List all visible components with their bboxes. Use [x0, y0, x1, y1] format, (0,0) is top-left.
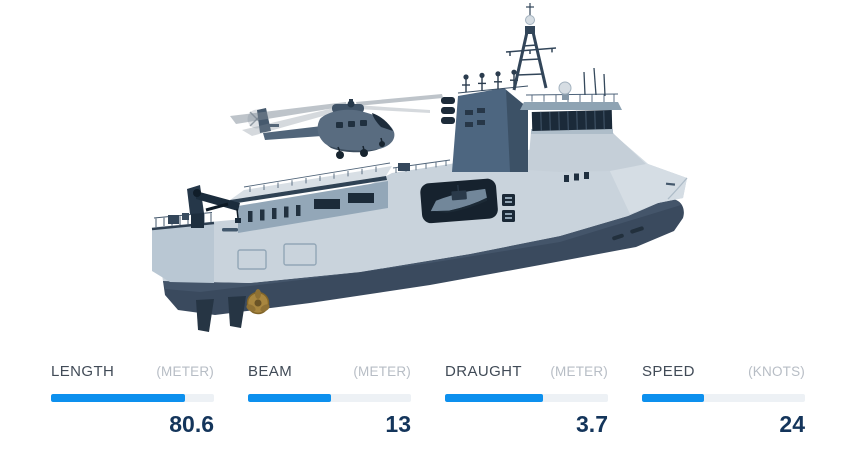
- ship-boat-bay: [420, 178, 515, 224]
- landing-gear: [336, 137, 385, 159]
- spec-card-length: LENGTH (METER) 80.6: [51, 363, 214, 438]
- specs-row: LENGTH (METER) 80.6 BEAM (METER) 13 DRAU…: [51, 363, 805, 438]
- spec-bar-fill: [248, 394, 332, 402]
- spec-bar-track: [248, 394, 411, 402]
- spec-card-beam: BEAM (METER) 13: [248, 363, 411, 438]
- ship-deckhouse: [230, 162, 392, 233]
- ship-crane: [187, 185, 241, 228]
- spec-unit: (KNOTS): [748, 364, 805, 379]
- spec-bar-fill: [642, 394, 704, 402]
- spec-value: 13: [385, 411, 411, 437]
- cockpit-glazing: [372, 113, 393, 131]
- spec-label: DRAUGHT: [445, 363, 522, 380]
- spec-label: LENGTH: [51, 363, 115, 380]
- ship-stern: [151, 212, 215, 283]
- radome: [558, 81, 572, 95]
- ship-underwater-hull: [163, 199, 684, 332]
- hero-image: [151, 3, 688, 332]
- ship-mast: [505, 3, 557, 91]
- ship-middeck: [392, 159, 451, 173]
- whip-antennas: [583, 67, 606, 97]
- spec-unit: (METER): [550, 364, 608, 379]
- spec-card-speed: SPEED (KNOTS) 24: [642, 363, 805, 438]
- ship-illustration: [151, 3, 688, 332]
- propeller: [246, 289, 270, 315]
- ship-superstructure: [520, 67, 646, 172]
- spec-label: BEAM: [248, 363, 293, 380]
- spec-bar-fill: [445, 394, 543, 402]
- spec-value: 24: [779, 411, 805, 437]
- sensor-posts: [462, 69, 518, 93]
- helicopter-illustration: [230, 94, 443, 159]
- hatch-panels: [502, 194, 515, 222]
- spec-unit: (METER): [353, 364, 411, 379]
- spec-value: 80.6: [169, 411, 214, 437]
- spec-bar-track: [642, 394, 805, 402]
- spec-label: SPEED: [642, 363, 695, 380]
- spec-bar-fill: [51, 394, 185, 402]
- spec-card-draught: DRAUGHT (METER) 3.7: [445, 363, 608, 438]
- spec-unit: (METER): [156, 364, 214, 379]
- spec-value: 3.7: [576, 411, 608, 437]
- bridge-windows: [531, 109, 613, 132]
- spec-bar-track: [445, 394, 608, 402]
- main-rotor: [230, 94, 443, 136]
- ship-gantry-tower: [441, 69, 529, 172]
- spec-bar-track: [51, 394, 214, 402]
